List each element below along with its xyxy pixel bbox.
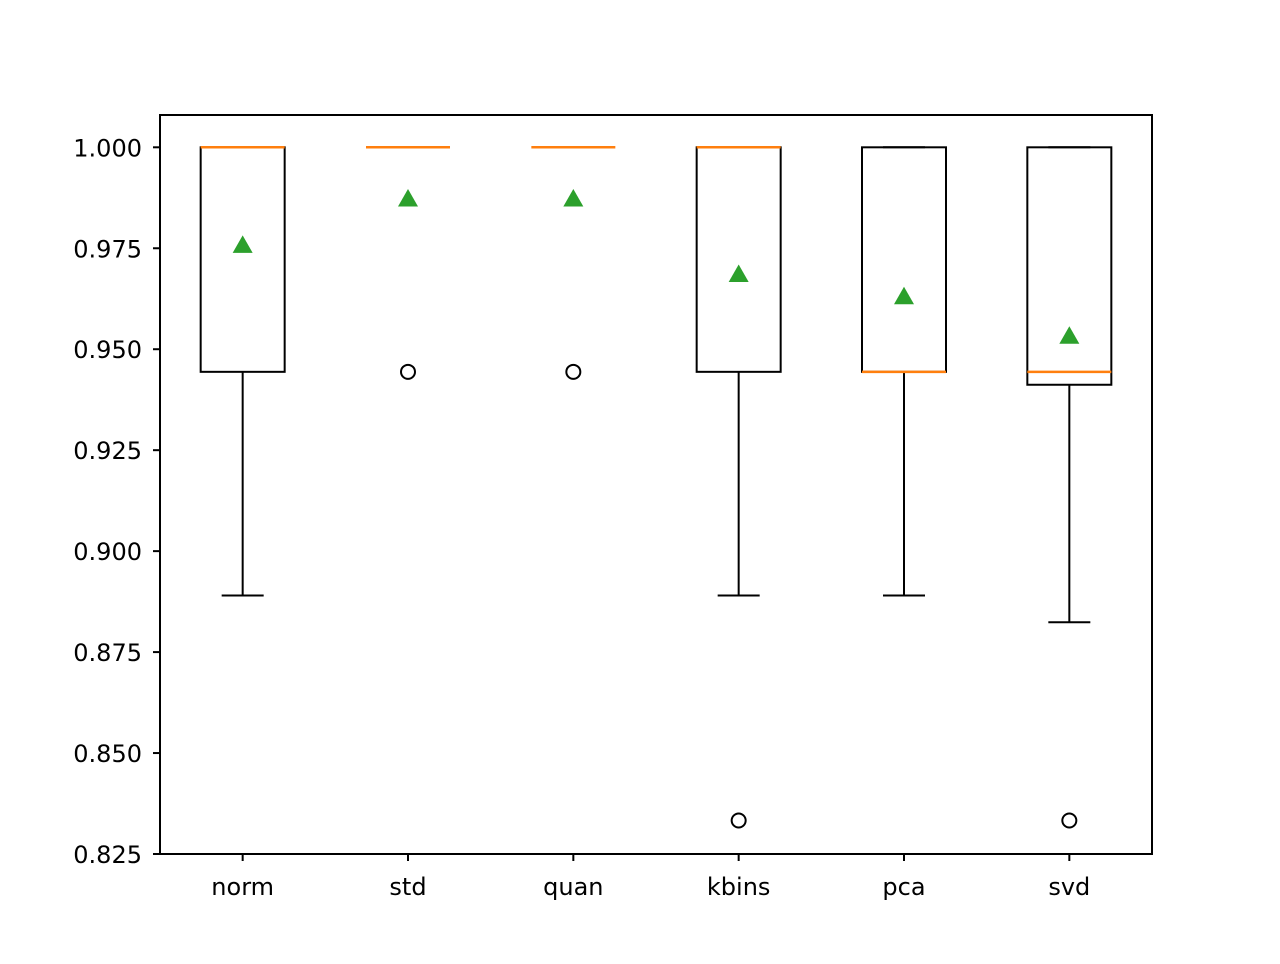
box-pca — [861, 146, 947, 373]
mean-marker-norm — [232, 235, 253, 253]
axes-frame — [159, 114, 1153, 855]
box-group-norm — [199, 146, 286, 597]
box-svd — [1026, 146, 1113, 386]
x-tick-label-std: std — [389, 873, 426, 901]
y-tick-label-4: 0.925 — [73, 437, 142, 465]
axis-layer: 0.825 0.850 0.875 0.900 0.925 0.950 0.975 1.000… — [73, 114, 1153, 901]
y-tick-label-1: 0.850 — [73, 740, 142, 768]
y-tick-label-3: 0.900 — [73, 538, 142, 566]
x-tick-label-quan: quan — [543, 873, 603, 901]
x-tick-label-kbins: kbins — [707, 873, 771, 901]
box-group-svd — [1026, 146, 1113, 829]
y-tick-label-5: 0.950 — [73, 336, 142, 364]
y-tick-label-0: 0.825 — [73, 841, 142, 869]
x-tick-label-svd: svd — [1048, 873, 1090, 901]
outlier-std-0 — [400, 363, 416, 380]
x-tick-label-pca: pca — [882, 873, 925, 901]
outlier-quan-0 — [565, 363, 582, 380]
mean-marker-pca — [894, 286, 914, 305]
y-tick-label-6: 0.975 — [73, 235, 142, 263]
box-kbins — [695, 146, 782, 373]
mean-marker-kbins — [728, 264, 749, 283]
y-tick-label-7: 1.000 — [73, 134, 142, 162]
outlier-svd-0 — [1061, 812, 1078, 829]
y-tick-label-2: 0.875 — [73, 639, 142, 667]
box-norm — [199, 146, 286, 373]
mean-marker-quan — [563, 188, 584, 207]
mean-marker-std — [398, 188, 418, 207]
box-group-std — [366, 146, 450, 380]
box-group-quan — [531, 146, 616, 380]
outlier-kbins-0 — [730, 812, 747, 829]
box-group-kbins — [695, 146, 782, 829]
plot-layer — [199, 146, 1113, 829]
mean-marker-svd — [1059, 326, 1080, 344]
box-group-pca — [861, 146, 947, 597]
x-tick-label-norm: norm — [211, 873, 274, 901]
